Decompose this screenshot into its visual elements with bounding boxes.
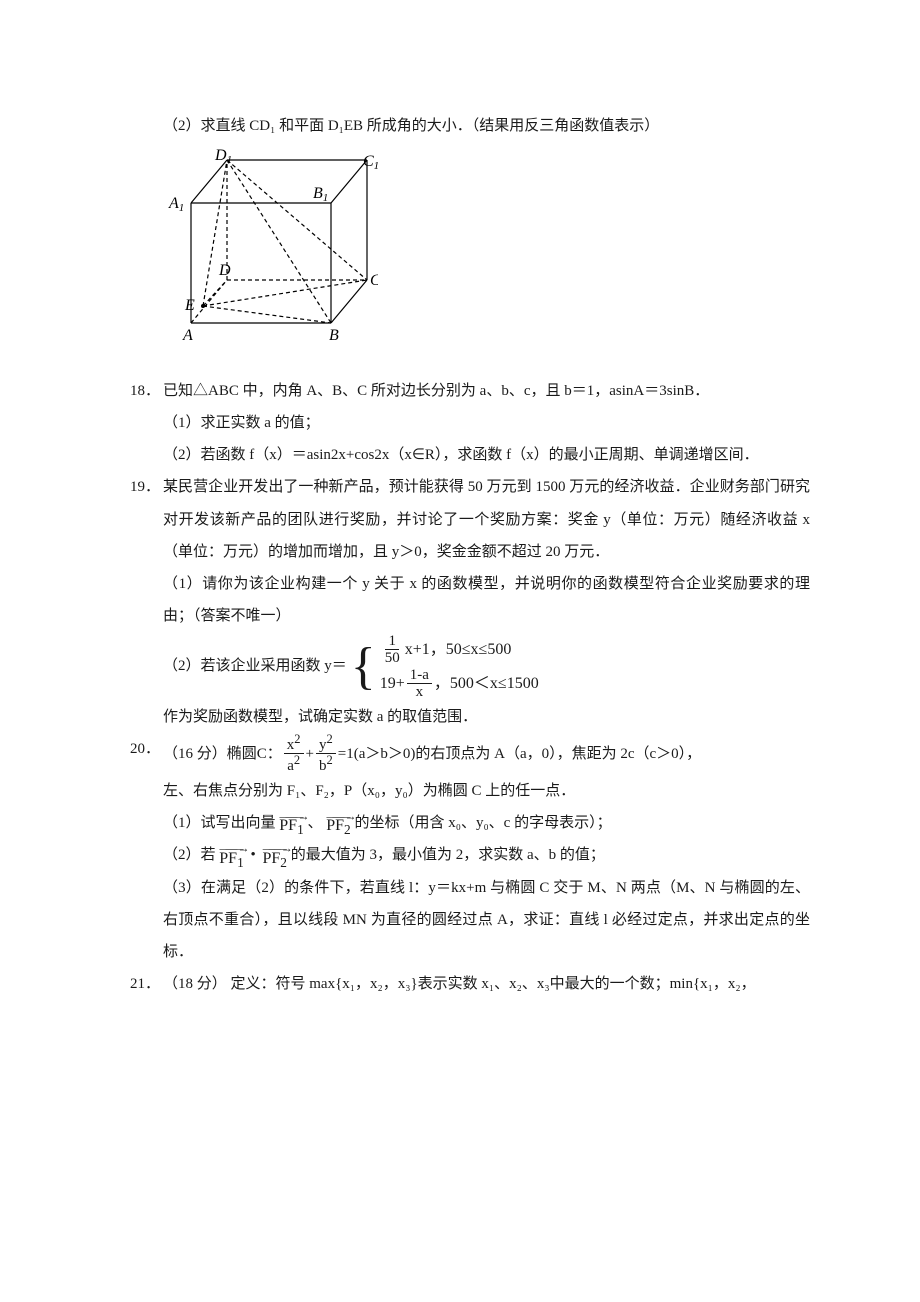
q20-p1-lead: （1）试写出向量: [163, 815, 276, 831]
q20-points: （16 分）: [163, 738, 227, 770]
q18-num: 18．: [130, 375, 163, 472]
q19-p2-tail: 作为奖励函数模型，试确定实数 a 的取值范围．: [163, 701, 477, 733]
q19-p2: （2）若该企业采用函数 y＝ { 150 x+1，50≤x≤500 19+ 1-…: [163, 633, 810, 733]
q19-p1: （1）请你为该企业构建一个 y 关于 x 的函数模型，并说明你的函数模型符合企业…: [163, 568, 810, 633]
q20-num: 20．: [130, 733, 163, 969]
q20-stem-line1: （16 分） 椭圆C： x2a2 + y2b2 =1(a＞b＞0)的右顶点为 A…: [163, 733, 701, 775]
pw-r2-num: 1-a: [407, 667, 432, 685]
svg-text:D: D: [218, 262, 231, 279]
vector-pf2b: ———→PF2: [263, 843, 287, 868]
q21-num: 21．: [130, 968, 163, 1000]
svg-text:C1: C1: [363, 153, 378, 172]
q20: 20． （16 分） 椭圆C： x2a2 + y2b2 =1(a＞b＞0)的右顶…: [130, 733, 810, 969]
pw-r1-rest: x+1，50≤x≤500: [405, 638, 512, 662]
sep-dot: 、: [307, 815, 322, 831]
svg-text:C: C: [370, 272, 378, 289]
q21-points: （18 分）: [163, 976, 227, 992]
q20-stem-tail: 左、右焦点分别为 F₁、F₂，P（x₀，y₀）为椭圆 C 上的任一点．: [163, 775, 810, 807]
vector-pf1b: ———→PF1: [219, 843, 243, 868]
q20-p1-tail: 的坐标（用含 x₀、y₀、c 的字母表示）；: [354, 815, 611, 831]
pw-r1-num: 1: [385, 633, 399, 651]
q20-p1: （1）试写出向量 ———→PF1 、 ———→PF2 的坐标（用含 x₀、y₀、…: [163, 807, 810, 839]
q19-num: 19．: [130, 471, 163, 733]
q19: 19． 某民营企业开发出了一种新产品，预计能获得 50 万元到 1500 万元的…: [130, 471, 810, 733]
svg-text:B1: B1: [313, 185, 328, 204]
q19-p2-lead: （2）若该企业采用函数 y＝: [163, 650, 347, 682]
q20-stem-lead: 椭圆C：: [227, 738, 282, 770]
q17-part2-text: （2）求直线 CD₁ 和平面 D₁EB 所成角的大小．（结果用反三角函数值表示）: [163, 118, 659, 134]
svg-text:A1: A1: [168, 195, 184, 214]
svg-text:D1: D1: [214, 148, 232, 166]
q18-p1: （1）求正实数 a 的值；: [163, 407, 810, 439]
pw-r2-den: x: [413, 684, 427, 701]
q18-stem: 已知△ABC 中，内角 A、B、C 所对边长分别为 a、b、c，且 b＝1，as…: [163, 375, 810, 407]
cube-svg: A B C D A1 B1 C1 D1 E: [163, 148, 378, 348]
q17-part2: （2）求直线 CD₁ 和平面 D₁EB 所成角的大小．（结果用反三角函数值表示）: [130, 110, 810, 142]
q20-p2-tail: 的最大值为 3，最小值为 2，求实数 a、b 的值；: [291, 847, 605, 863]
piecewise-brace: { 150 x+1，50≤x≤500 19+ 1-ax ，500＜x≤1500: [351, 633, 539, 701]
svg-text:B: B: [329, 327, 339, 344]
vector-pf2: ———→PF2: [326, 811, 350, 836]
q19-stem: 某民营企业开发出了一种新产品，预计能获得 50 万元到 1500 万元的经济收益…: [163, 471, 810, 568]
pw-r1-den: 50: [382, 650, 403, 667]
q20-p2: （2）若 ———→PF1 • ———→PF2 的最大值为 3，最小值为 2，求实…: [163, 839, 810, 871]
pw-r2-lead: 19+: [380, 672, 405, 696]
q21-stem: 定义：符号 max{x₁，x₂，x₃}表示实数 x₁、x₂、x₃中最大的一个数；…: [231, 976, 756, 992]
ellipse-rhs: =1(a＞b＞0)的右顶点为 A（a，0），焦距为 2c（c＞0），: [338, 738, 701, 770]
pw-r2-rest: ，500＜x≤1500: [434, 672, 539, 696]
q17-figure: A B C D A1 B1 C1 D1 E: [130, 148, 810, 360]
page: （2）求直线 CD₁ 和平面 D₁EB 所成角的大小．（结果用反三角函数值表示）: [0, 0, 920, 1302]
q21: 21． （18 分） 定义：符号 max{x₁，x₂，x₃}表示实数 x₁、x₂…: [130, 968, 810, 1000]
q20-p3: （3）在满足（2）的条件下，若直线 l：y＝kx+m 与椭圆 C 交于 M、N …: [163, 872, 810, 969]
q18: 18． 已知△ABC 中，内角 A、B、C 所对边长分别为 a、b、c，且 b＝…: [130, 375, 810, 472]
q20-p2-lead: （2）若: [163, 847, 216, 863]
svg-text:A: A: [182, 327, 193, 344]
dot-op: •: [250, 847, 255, 863]
vector-pf1: ———→PF1: [279, 811, 303, 836]
q18-p2: （2）若函数 f（x）＝asin2x+cos2x（x∈R），求函数 f（x）的最…: [163, 439, 810, 471]
ellipse-eq: x2a2 + y2b2 =1(a＞b＞0)的右顶点为 A（a，0），焦距为 2c…: [282, 733, 701, 775]
svg-text:E: E: [184, 297, 195, 314]
